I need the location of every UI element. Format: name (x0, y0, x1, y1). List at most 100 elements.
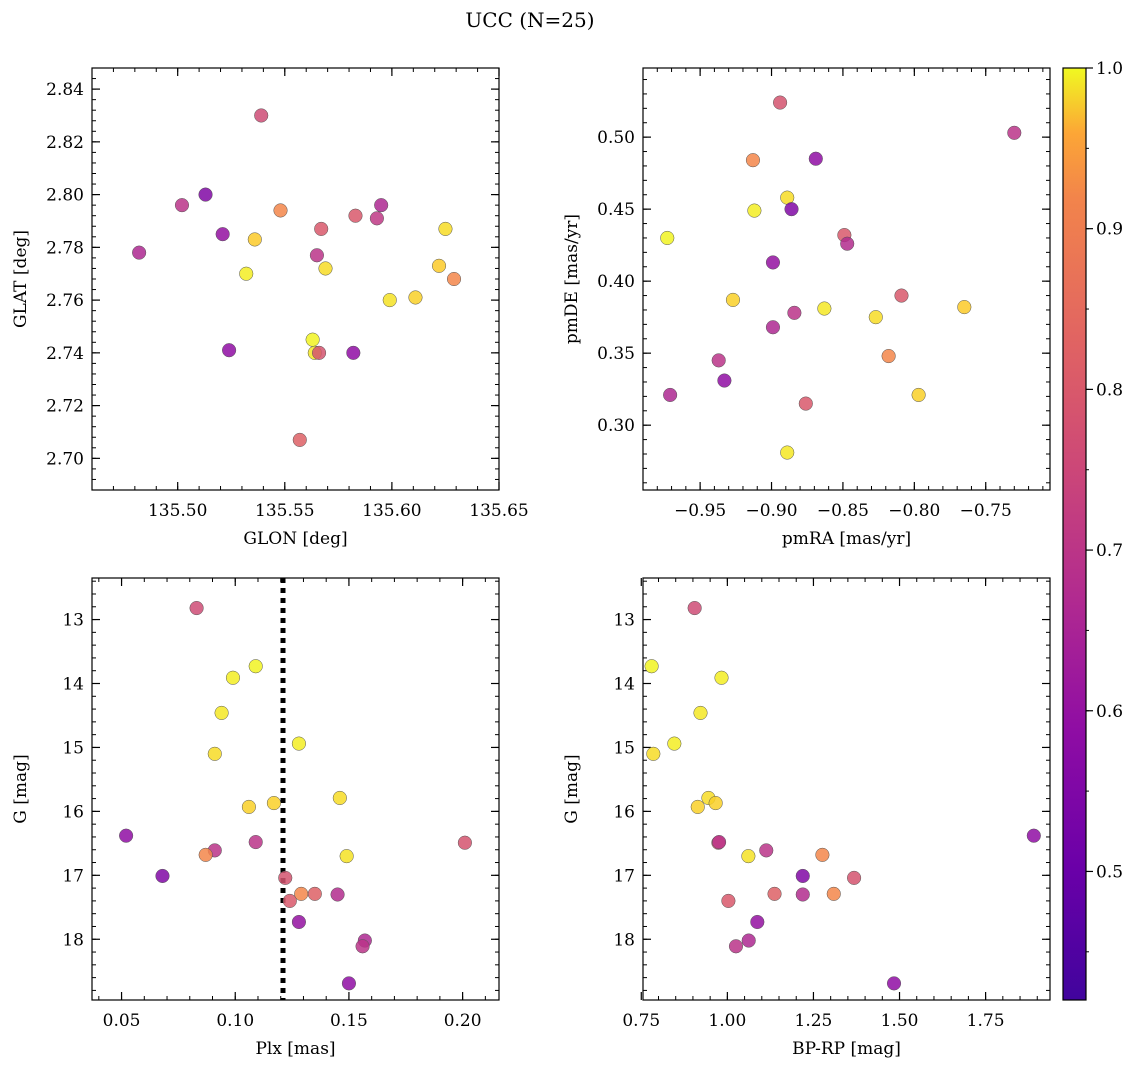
scatter-point (660, 230, 675, 246)
scatter-point (248, 835, 263, 850)
axes-frame (642, 577, 1051, 1001)
scatter-point (214, 705, 229, 720)
colorbar-tick-label: 0.5 (1096, 862, 1123, 882)
scatter-point (408, 290, 423, 305)
axes-frame (91, 577, 500, 1001)
x-tick-label: 0.20 (444, 1011, 482, 1031)
scatter-point (241, 799, 256, 814)
x-tick-label: 135.65 (469, 501, 528, 521)
scatter-point (374, 198, 389, 213)
y-tick-label: 18 (613, 930, 635, 950)
colorbar-gradient (1062, 67, 1087, 1001)
scatter-point (765, 320, 781, 335)
x-axis-label: BP-RP [mag] (792, 1039, 901, 1059)
colorbar: 0.5 0.6 0.7 0.8 0.9 1.0 (1062, 59, 1123, 1001)
scatter-point (312, 345, 327, 360)
y-tick-label: 17 (613, 866, 635, 886)
scatter-point (745, 153, 761, 168)
scatter-point (309, 248, 324, 263)
panel-plx-g: 0.05 0.10 0.15 0.20 13 14 15 16 17 18 Plx [mas] G [… (11, 577, 500, 1059)
scatter-point (798, 396, 813, 411)
scatter-point (431, 258, 447, 273)
colorbar-tick-label: 1.0 (1096, 59, 1123, 79)
y-tick-label: 0.50 (597, 128, 635, 148)
x-axis-label: Plx [mas] (255, 1039, 335, 1059)
scatter-point (332, 790, 347, 806)
y-tick-label: 2.78 (46, 238, 84, 258)
colorbar-tick-label: 0.9 (1096, 220, 1123, 240)
scatter-point (222, 343, 237, 358)
y-axis-label: pmDE [mas/yr] (562, 214, 582, 344)
y-tick-label: 2.72 (46, 397, 84, 417)
scatter-point (712, 835, 727, 850)
x-tick-label: 1.75 (967, 1011, 1005, 1031)
scatter-point (773, 95, 788, 110)
scatter-point (278, 870, 293, 885)
scatter-point (687, 601, 702, 616)
scatter-point (741, 933, 756, 948)
scatter-point (215, 227, 230, 242)
x-axis-label: pmRA [mas/yr] (782, 529, 911, 549)
x-tick-label: 135.55 (255, 501, 314, 521)
scatter-point (330, 887, 345, 902)
y-tick-label: 2.80 (46, 186, 84, 206)
scatter-point (119, 828, 134, 843)
scatter-point (438, 221, 453, 236)
scatter-point (155, 868, 170, 884)
scatter-point (780, 445, 795, 460)
y-tick-label: 15 (613, 738, 635, 758)
scatter-point (725, 292, 741, 307)
y-tick-label: 2.76 (46, 291, 84, 311)
scatter-point (1007, 125, 1022, 140)
scatter-point (765, 255, 781, 270)
scatter-point (644, 659, 659, 674)
panel-pmra-pmde: −0.95 −0.90 −0.85 −0.80 −0.75 0.30 0.35 0.40 0.4… (562, 67, 1051, 549)
scatter-point (667, 736, 682, 751)
scatter-point (225, 670, 241, 685)
scatter-point (305, 332, 320, 347)
y-tick-label: 2.70 (46, 449, 84, 469)
x-tick-label: −0.95 (674, 501, 726, 521)
scatter-point (254, 108, 269, 123)
y-tick-label: 2.74 (46, 344, 84, 364)
colorbar-tick-label: 0.7 (1096, 541, 1123, 561)
scatter-point (767, 886, 782, 901)
scatter-point (759, 843, 774, 858)
x-tick-label: 0.10 (216, 1011, 254, 1031)
scatter-point (747, 203, 762, 218)
scatter-point (886, 976, 902, 991)
y-tick-label: 18 (62, 930, 84, 950)
y-tick-label: 16 (62, 802, 84, 822)
x-tick-label: 0.15 (330, 1011, 368, 1031)
x-tick-label: 1.00 (708, 1011, 746, 1031)
scatter-point (291, 914, 306, 930)
scatter-point (911, 387, 926, 402)
colorbar-tick-label: 0.6 (1096, 702, 1123, 722)
figure-title: UCC (N=25) (465, 8, 594, 32)
axes-frame (642, 67, 1051, 491)
y-tick-label: 13 (62, 611, 84, 631)
scatter-point (868, 310, 883, 325)
scatter-point (132, 245, 147, 260)
scatter-point (282, 893, 297, 908)
panel-glon-glat: 135.50 135.55 135.60 135.65 2.70 2.72 2.74 2.76… (11, 67, 529, 549)
y-axis-label: GLAT [deg] (11, 230, 31, 328)
scatter-point (708, 796, 723, 811)
y-tick-label: 0.40 (597, 272, 635, 292)
x-tick-label: −0.75 (960, 501, 1012, 521)
x-tick-label: −0.85 (817, 501, 869, 521)
scatter-point (346, 345, 361, 360)
y-tick-label: 2.84 (46, 80, 84, 100)
y-axis-label: G [mag] (562, 754, 582, 823)
y-tick-label: 13 (613, 611, 635, 631)
scatter-point (189, 601, 204, 616)
scatter-point (248, 659, 263, 674)
scatter-point (957, 300, 972, 315)
scatter-point (446, 271, 462, 287)
colorbar-tick-label: 0.8 (1096, 380, 1123, 400)
scatter-point (457, 835, 472, 850)
scatter-point (690, 799, 705, 814)
y-axis-label: G [mag] (11, 754, 31, 823)
scatter-point (198, 847, 213, 862)
